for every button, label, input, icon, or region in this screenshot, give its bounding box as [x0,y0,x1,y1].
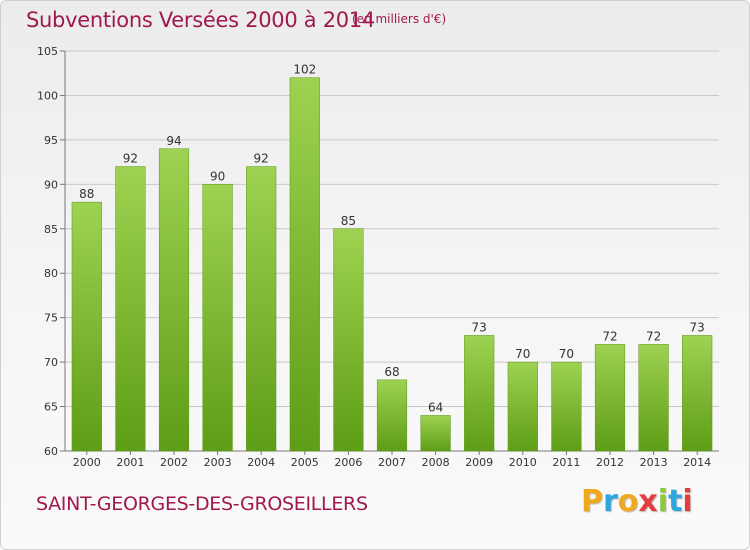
bar-value-label: 102 [293,63,316,77]
y-tick-label: 60 [44,445,58,458]
x-tick-label: 2002 [160,456,188,469]
bar-value-label: 72 [646,329,661,343]
bar-value-label: 88 [79,187,94,201]
x-tick-label: 2001 [116,456,144,469]
bar [682,335,713,452]
proxiti-logo: Proxiti [581,484,693,519]
bar-value-label: 68 [384,365,399,379]
x-tick-label: 2009 [465,456,493,469]
x-tick-label: 2006 [334,456,362,469]
labels: 60 65 70 75 80 85 90 95 100 105 88 2000 92 2001 94 2002… [37,45,711,469]
x-tick-label: 2012 [596,456,624,469]
bar [333,228,364,452]
bar [594,344,626,452]
x-tick-label: 2008 [422,456,450,469]
bar [420,415,451,452]
y-tick-label: 75 [44,312,58,325]
bar-value-label: 90 [210,169,225,183]
bar-value-label: 92 [254,152,269,166]
bar-value-label: 72 [602,329,617,343]
bar [71,201,102,452]
x-tick-label: 2011 [552,456,580,469]
bar-value-label: 92 [123,152,138,166]
y-tick-label: 105 [37,45,58,58]
y-tick-label: 90 [44,178,58,191]
x-tick-label: 2005 [291,456,319,469]
commune-name: SAINT-GEORGES-DES-GROSEILLERS [36,493,368,515]
bar [507,361,538,452]
x-tick-label: 2004 [247,456,275,469]
bar-value-label: 70 [559,347,574,361]
x-tick-label: 2010 [509,456,537,469]
y-tick-label: 70 [44,356,58,369]
bar-value-label: 73 [690,320,705,334]
x-tick-label: 2013 [640,456,668,469]
y-tick-label: 80 [44,267,58,280]
x-tick-label: 2014 [683,456,711,469]
x-tick-label: 2007 [378,456,406,469]
bar [638,344,669,452]
bar-value-label: 94 [166,134,181,148]
bar [376,379,408,452]
y-tick-label: 85 [44,223,58,236]
x-tick-label: 2003 [204,456,232,469]
bar [246,166,277,452]
bar [202,184,233,452]
x-tick-label: 2000 [73,456,101,469]
bar [115,166,146,452]
bar [551,361,582,452]
chart-subtitle: (en milliers d'€) [352,12,447,26]
chart-title: Subventions Versées 2000 à 2014 [26,8,375,32]
bar [464,335,495,452]
bar-value-label: 73 [472,320,487,334]
bars [71,77,713,452]
bar-value-label: 70 [515,347,530,361]
bar-value-label: 85 [341,214,356,228]
bar [289,77,320,452]
y-tick-label: 65 [44,401,58,414]
bar-value-label: 64 [428,400,443,414]
y-tick-label: 100 [37,89,58,102]
y-tick-label: 95 [44,134,58,147]
bar [158,148,190,452]
